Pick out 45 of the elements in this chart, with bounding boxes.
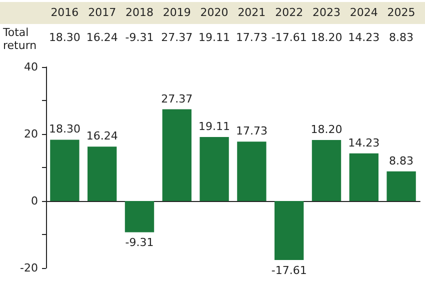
text: 19.11 [198, 120, 230, 133]
data-label: 17.73 [234, 31, 268, 44]
y-tick-label: -20 [20, 262, 38, 274]
x-tick-label: 2024 [348, 6, 379, 19]
text: 14.23 [348, 136, 380, 150]
bar [124, 201, 154, 232]
x-tick-label: 2023 [312, 6, 342, 19]
data-label: 27.37 [160, 31, 194, 44]
x-tick-label: 2022 [274, 6, 304, 19]
text: 8.83 [389, 154, 414, 168]
text: 16.24 [86, 130, 118, 143]
bar [88, 146, 117, 201]
bar [200, 136, 229, 201]
x-tick-label: 2019 [162, 6, 192, 19]
data-label: -9.31 [124, 31, 155, 44]
text: 18.20 [310, 123, 342, 136]
data-label: 14.23 [347, 31, 381, 44]
bar [162, 109, 192, 201]
x-tick-label: 2020 [199, 6, 230, 19]
y-tick-label: 40 [24, 60, 38, 74]
text: 27.37 [161, 92, 193, 106]
data-label: 19.11 [198, 31, 232, 44]
x-tick-label: 2021 [236, 6, 267, 19]
bar [312, 140, 342, 201]
x-tick-label: 2016 [50, 6, 80, 19]
x-tick-label: 2018 [124, 6, 154, 19]
x-tick-label: 2025 [386, 6, 416, 19]
y-tick-label: 20 [24, 128, 38, 140]
bar [237, 142, 266, 201]
bar [349, 153, 378, 201]
text: Total return [3, 26, 38, 52]
bar [386, 171, 416, 201]
bar [50, 140, 80, 201]
data-label: 8.83 [388, 31, 415, 44]
text: 17.73 [236, 124, 268, 138]
text: 18.30 [48, 122, 80, 136]
data-label: 18.30 [48, 31, 82, 44]
data-label: 18.20 [310, 31, 344, 44]
y-tick-label: 0 [31, 194, 38, 208]
x-tick-label: 2017 [87, 6, 118, 19]
data-label: -17.61 [270, 31, 308, 44]
bar [274, 201, 304, 260]
data-label: 16.24 [85, 31, 119, 44]
text: -9.31 [125, 236, 154, 250]
text: -17.61 [271, 264, 307, 277]
